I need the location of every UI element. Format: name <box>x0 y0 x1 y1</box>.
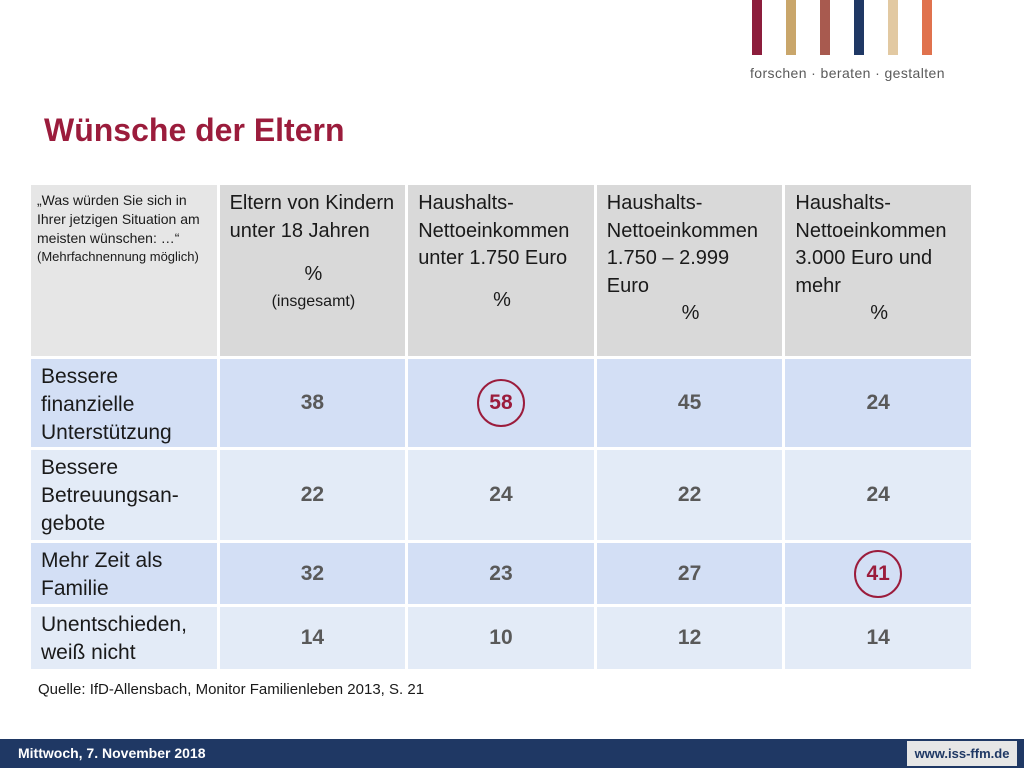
table-cell-value: 23 <box>408 543 594 604</box>
table-cell-value: 22 <box>596 450 783 540</box>
column-unit: % <box>681 302 700 325</box>
question-cell: „Was würden Sie sich in Ihrer jetzigen S… <box>31 185 217 356</box>
table-cell-value: 27 <box>596 543 783 604</box>
table-cell-value: 24 <box>785 359 971 447</box>
cell-value: 45 <box>677 391 702 414</box>
row-label: Bessere Betreuungsan-gebote <box>31 450 217 540</box>
table-cell-value: 14 <box>219 607 406 669</box>
row-label: Unentschieden, weiß nicht <box>31 607 217 669</box>
table-cell-value: 32 <box>219 543 406 604</box>
cell-value: 23 <box>489 561 513 585</box>
column-header-income-low: Haushalts-Nettoeinkommen unter 1.750 Eur… <box>408 185 594 356</box>
table-cell-value: 45 <box>596 359 783 447</box>
table-cell-value: 22 <box>219 450 406 540</box>
logo-bar <box>922 0 932 55</box>
footer-bar: Mittwoch, 7. November 2018 www.iss-ffm.d… <box>0 739 1024 768</box>
column-label: Haushalts-Nettoeinkommen unter 1.750 Eur… <box>418 192 570 270</box>
row-label: Mehr Zeit als Familie <box>31 543 217 604</box>
column-label: Haushalts-Nettoeinkommen 3.000 Euro und … <box>795 192 947 297</box>
logo-bar <box>786 0 796 55</box>
table-row: Bessere Betreuungsan-gebote 22 24 22 24 <box>31 450 971 540</box>
logo-bar <box>888 0 898 55</box>
question-note: (Mehrfachnennung möglich) <box>37 248 199 264</box>
cell-value: 14 <box>300 626 325 649</box>
cell-value: 24 <box>866 483 890 506</box>
cell-value: 12 <box>677 626 702 649</box>
footer-url-link[interactable]: www.iss-ffm.de <box>907 741 1017 766</box>
page-title: Wünsche der Eltern <box>44 112 345 148</box>
cell-value: 14 <box>866 626 890 649</box>
table-cell-value: 14 <box>785 607 971 669</box>
table-row: Unentschieden, weiß nicht 14 10 12 14 <box>31 607 971 669</box>
table-cell-value-highlighted: 41 <box>785 543 971 604</box>
highlight-circle <box>476 379 525 427</box>
table-header-row: „Was würden Sie sich in Ihrer jetzigen S… <box>31 185 971 356</box>
cell-value: 24 <box>489 483 513 506</box>
highlight-circle <box>854 549 903 598</box>
column-header-income-high: Haushalts-Nettoeinkommen 3.000 Euro und … <box>785 185 971 356</box>
table-cell-value-highlighted: 58 <box>408 359 594 447</box>
logo-bar <box>752 0 762 55</box>
table-cell-value: 38 <box>219 359 406 447</box>
column-subtitle: (insgesamt) <box>271 292 356 310</box>
cell-value: 22 <box>677 483 702 506</box>
row-label: Bessere finanzielle Unterstützung <box>31 359 217 447</box>
cell-value: 24 <box>866 391 890 414</box>
logo-tagline: forschen · beraten · gestalten <box>750 65 945 81</box>
column-label: Haushalts-Nettoeinkommen 1.750 – 2.999 E… <box>606 192 758 297</box>
source-note: Quelle: IfD-Allensbach, Monitor Familien… <box>38 681 425 698</box>
cell-value: 22 <box>300 483 325 506</box>
cell-value: 27 <box>677 561 702 585</box>
logo-bar <box>854 0 864 55</box>
column-label: Eltern von Kindern unter 18 Jahren <box>229 192 395 242</box>
table-cell-value: 12 <box>596 607 783 669</box>
cell-value: 10 <box>489 626 513 649</box>
cell-value: 38 <box>300 391 325 414</box>
survey-table: „Was würden Sie sich in Ihrer jetzigen S… <box>28 182 974 672</box>
table-cell-value: 24 <box>785 450 971 540</box>
table-cell-value: 24 <box>408 450 594 540</box>
question-text: „Was würden Sie sich in Ihrer jetzigen S… <box>37 192 200 246</box>
column-unit: % <box>493 288 511 311</box>
column-unit: % <box>304 263 323 286</box>
logo-color-bars <box>752 0 942 56</box>
footer-date: Mittwoch, 7. November 2018 <box>18 745 206 761</box>
column-header-income-mid: Haushalts-Nettoeinkommen 1.750 – 2.999 E… <box>596 185 783 356</box>
table-row: Bessere finanzielle Unterstützung 38 58 … <box>31 359 971 447</box>
logo-bar <box>820 0 830 55</box>
table-cell-value: 10 <box>408 607 594 669</box>
column-header-parents: Eltern von Kindern unter 18 Jahren % (in… <box>219 185 406 356</box>
column-unit: % <box>870 302 889 325</box>
table-row: Mehr Zeit als Familie 32 23 27 41 <box>31 543 971 604</box>
cell-value: 32 <box>300 561 325 585</box>
